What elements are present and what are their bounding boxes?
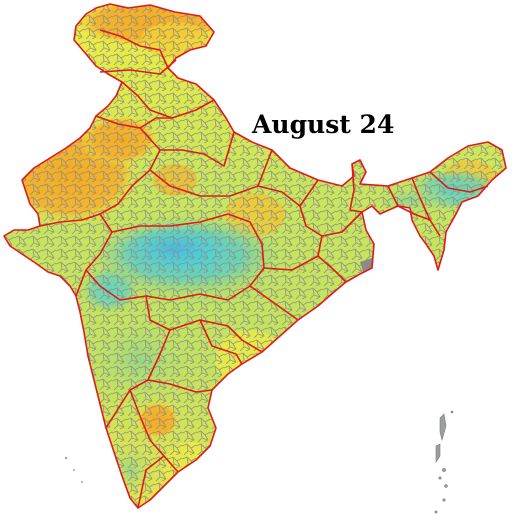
state-boundaries	[3, 3, 507, 509]
lakshadweep-islands	[64, 456, 83, 483]
andaman-nicobar-islands	[434, 410, 454, 514]
map-title: August 24	[252, 110, 395, 139]
